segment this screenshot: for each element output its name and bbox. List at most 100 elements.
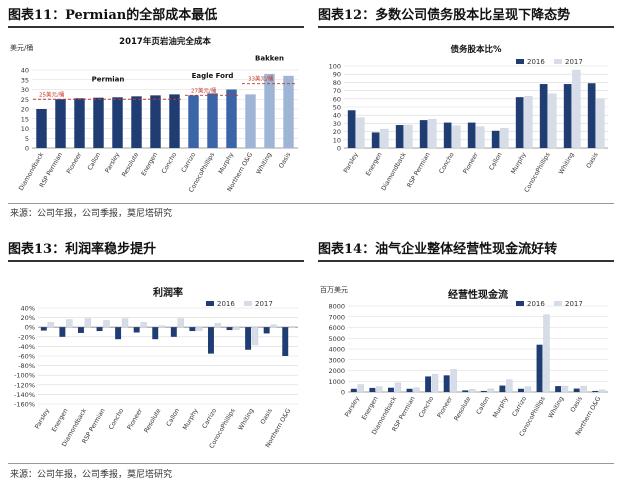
bar-2017-callon [177, 318, 184, 328]
chart-profit-margin: 利润率 40%20% 0%-20% -40% -60%-80% -100%-120% -14… [14, 286, 298, 450]
exhibit-13-rule [8, 260, 304, 262]
x-tick-label: Parsley [34, 407, 51, 430]
bar-2016-concho [115, 327, 122, 340]
x-tick-label: Concho [108, 407, 126, 431]
bar-2017-oasis [580, 385, 587, 393]
x-tick-label: Murphy [182, 407, 200, 431]
chart-title: 利润率 [153, 286, 183, 299]
y-tick-label: 40% [21, 305, 35, 313]
legend-swatch-2017 [244, 301, 252, 306]
x-tick-label: Energen [51, 407, 70, 433]
bar-2017-murphy [524, 96, 533, 149]
bar-2016-rsp-permian [419, 120, 428, 148]
exhibit-12-title: 图表12：多数公司债务股本比呈现下降态势 [318, 8, 571, 23]
x-tick-label: Whiting [255, 151, 273, 175]
bar-2016-whiting [563, 84, 572, 148]
bar-2017-oasis [596, 98, 605, 149]
x-tick-label: Oasis [278, 152, 292, 170]
bar-2016-parsley [350, 388, 357, 392]
x-tick-label: Pioneer [436, 395, 454, 419]
x-tick-label: Pioneer [462, 151, 480, 175]
bar-2017-rsp-permian [428, 119, 437, 149]
legend-label-2017: 2017 [255, 300, 273, 308]
bar-2016-oasis [587, 83, 596, 148]
bar-2017-diamondback [84, 318, 92, 328]
bar-murphy [226, 89, 237, 148]
y-tick-label: 20% [21, 314, 35, 322]
bar-2016-murphy [515, 97, 524, 148]
bar-concho [169, 94, 180, 148]
chart-operating-cash-flow: 经营性现金流 百万美元 0 1000 2000 3000 4000 5000 6000 7000 8… [320, 285, 608, 438]
bar-2016-rsp-permian [96, 327, 103, 332]
x-tick-label: Oasis [585, 152, 599, 170]
x-tick-label: Whiting [237, 407, 255, 431]
x-tick-label: Murphy [218, 151, 236, 175]
y-tick-label: 50 [333, 104, 341, 112]
bar-whiting [264, 73, 275, 148]
x-tick-label: Energen [140, 151, 159, 177]
bar-conocophillips [207, 93, 218, 148]
legend-label-2016: 2016 [527, 58, 545, 66]
y-tick-label: -20% [18, 333, 35, 341]
bar-2016-energen [59, 327, 66, 337]
bar-2017-concho [452, 125, 461, 149]
bar-2016-pioneer [467, 122, 476, 148]
x-tick-label: Resolute [121, 151, 141, 178]
bar-2016-pioneer [443, 375, 450, 392]
bar-2016-northern-o-g [282, 327, 289, 356]
y-tick-label: 20 [21, 106, 29, 114]
bar-2017-whiting [572, 69, 581, 149]
legend-swatch-2017 [554, 301, 562, 306]
bar-2016-murphy [189, 327, 196, 332]
chart-title: 经营性现金流 [448, 288, 508, 301]
bar-2016-callon [170, 327, 177, 337]
x-tick-label: Resolute [143, 407, 163, 434]
bar-2016-concho [425, 376, 432, 392]
x-tick-label: Murphy [492, 395, 510, 419]
y-tick-label: 5000 [328, 335, 345, 343]
y-tick-label: -140% [14, 391, 35, 399]
reference-label-0: 25美元/桶 [39, 90, 65, 98]
bar-2017-whiting [251, 327, 259, 346]
x-tick-label: Carrizo [180, 151, 197, 174]
bar-2016-diamondback [395, 125, 404, 148]
bottom-source-rule [8, 463, 614, 464]
x-tick-label: Parsley [344, 395, 361, 418]
x-tick-label: Diamondback [380, 151, 408, 192]
exhibit-14-title: 图表14：油气企业整体经营性现金流好转 [318, 242, 558, 257]
x-tick-label: Concho [438, 151, 456, 175]
y-tick-label: 20 [333, 128, 341, 136]
reference-label-2: 33美元/桶 [248, 75, 274, 83]
bar-2016-whiting [555, 386, 562, 392]
bar-2017-concho [121, 318, 129, 328]
legend-label-2017: 2017 [565, 300, 583, 308]
bar-parsley [112, 97, 123, 148]
bar-callon [93, 97, 104, 148]
exhibit-11-rule [8, 26, 304, 28]
y-axis-label: 百万美元 [320, 285, 348, 294]
bar-2016-energen [371, 132, 380, 148]
bar-2017-callon [500, 128, 509, 149]
bar-2017-parsley [356, 117, 365, 149]
bar-2017-whiting [561, 385, 569, 393]
x-tick-label: Carrizo [511, 395, 528, 418]
x-tick-label: ConocoPhillips [523, 152, 551, 194]
x-tick-label: Callon [488, 151, 504, 171]
x-tick-label: Energen [365, 151, 384, 177]
x-tick-label: RSP Permian [406, 151, 432, 188]
bar-2017-carrizo [524, 386, 532, 393]
legend-swatch-2016 [516, 59, 524, 64]
bar-2016-energen [369, 387, 376, 392]
x-tick-label: Pioneer [126, 407, 144, 431]
bar-2016-callon [491, 130, 500, 148]
x-tick-label: Oasis [259, 408, 273, 426]
x-tick-label: Murphy [510, 151, 528, 175]
exhibit-13-title: 图表13：利润率稳步提升 [8, 242, 157, 257]
y-tick-label: 100 [329, 63, 341, 71]
bar-2017-pioneer [476, 126, 485, 149]
x-tick-label: Oasis [569, 396, 583, 414]
group-label-2: Bakken [255, 54, 284, 62]
bar-2017-oasis [270, 324, 277, 328]
bar-2017-parsley [47, 322, 54, 328]
y-tick-label: 25 [21, 96, 29, 104]
